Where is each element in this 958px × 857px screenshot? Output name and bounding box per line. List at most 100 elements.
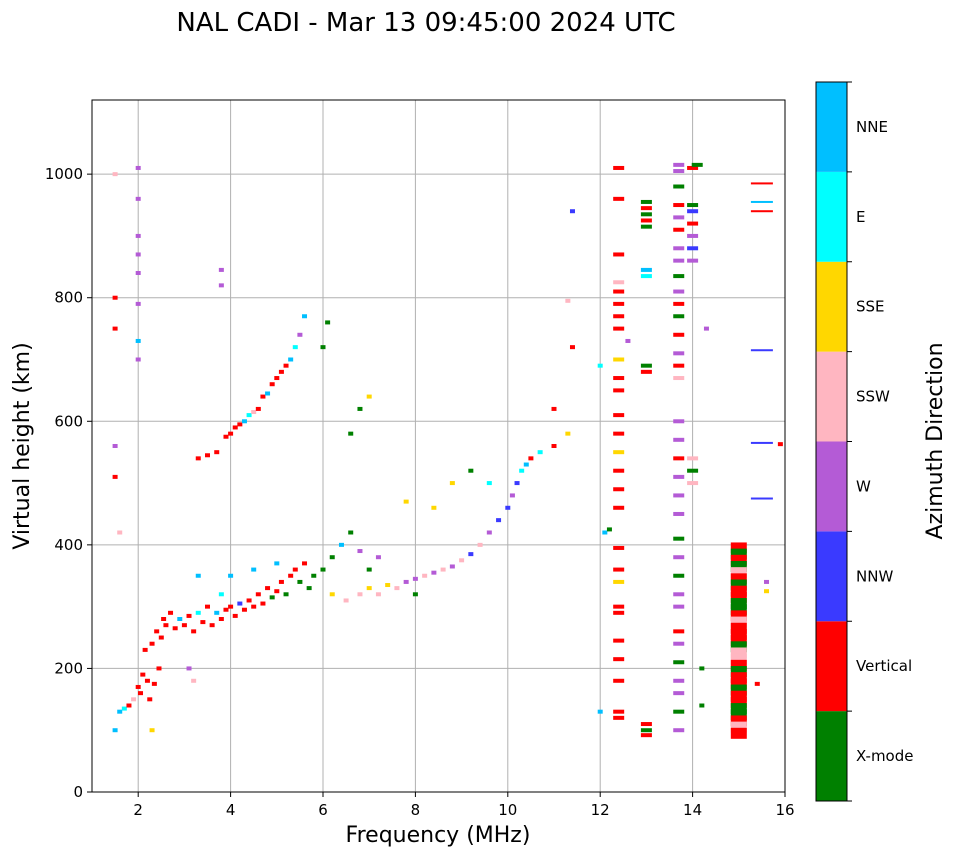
- echo-point: [687, 221, 699, 226]
- echo-point: [112, 326, 118, 331]
- echo-point: [569, 209, 575, 214]
- echo-point: [673, 376, 685, 381]
- y-axis-ticks: 0 200 400 600 800 1000: [45, 165, 92, 801]
- echo-point: [673, 301, 685, 306]
- echo-point: [687, 468, 699, 473]
- echo-point: [265, 391, 271, 396]
- echo-point: [673, 678, 685, 683]
- echo-point: [730, 610, 747, 622]
- echo-point: [519, 468, 525, 473]
- echo-point: [673, 691, 685, 696]
- echo-point: [613, 252, 625, 257]
- colorbar-label: Vertical: [856, 657, 912, 675]
- y-tick-label: 1000: [45, 165, 83, 183]
- echo-point: [673, 332, 685, 337]
- y-axis-label: Virtual height (km): [10, 342, 35, 549]
- echo-point: [200, 620, 206, 625]
- echo-point: [606, 527, 612, 532]
- echo-point: [357, 592, 363, 597]
- colorbar-segment: [816, 351, 847, 442]
- echo-point: [730, 548, 747, 560]
- echo-point: [348, 431, 354, 436]
- echo-point: [673, 203, 685, 208]
- echo-point: [366, 394, 372, 399]
- echo-point: [730, 672, 747, 684]
- x-tick-label: 14: [683, 801, 702, 819]
- echo-point: [459, 558, 465, 563]
- echo-point: [613, 165, 625, 170]
- echo-point: [730, 567, 747, 579]
- echo-point: [691, 162, 703, 167]
- echo-point: [496, 518, 502, 523]
- echo-point: [486, 481, 492, 486]
- echo-point: [673, 511, 685, 516]
- echo-point: [144, 678, 150, 683]
- echo-point: [730, 684, 747, 696]
- echo-point: [673, 419, 685, 424]
- echo-point: [613, 326, 625, 331]
- colorbar-frame: [815, 81, 848, 802]
- echo-point: [468, 468, 474, 473]
- echo-point: [514, 481, 520, 486]
- x-tick-label: 4: [226, 801, 236, 819]
- echo-point: [687, 456, 699, 461]
- echo-point: [750, 497, 773, 500]
- echo-point: [730, 579, 747, 591]
- echo-point: [343, 598, 349, 603]
- echo-point: [673, 258, 685, 263]
- echo-point: [135, 684, 141, 689]
- echo-point: [357, 549, 363, 554]
- echo-point: [730, 641, 747, 653]
- echo-point: [730, 703, 747, 715]
- echo-point: [640, 199, 652, 204]
- echo-point: [274, 561, 280, 566]
- echo-point: [151, 681, 157, 686]
- echo-point: [673, 314, 685, 319]
- echo-point: [673, 227, 685, 232]
- echo-point: [673, 573, 685, 578]
- echo-point: [613, 610, 625, 615]
- echo-point: [640, 212, 652, 217]
- echo-point: [218, 267, 224, 272]
- echo-point: [673, 555, 685, 560]
- echo-point: [385, 583, 391, 588]
- echo-point: [265, 586, 271, 591]
- echo-point: [730, 560, 747, 572]
- echo-point: [730, 709, 747, 721]
- echo-point: [320, 567, 326, 572]
- echo-point: [172, 626, 178, 631]
- echo-point: [177, 617, 183, 621]
- echo-point: [613, 468, 625, 473]
- echo-point: [278, 369, 284, 374]
- echo-point: [764, 589, 770, 594]
- echo-point: [449, 481, 455, 486]
- echo-point: [754, 681, 760, 686]
- grid-lines: [92, 100, 785, 792]
- echo-point: [640, 224, 652, 229]
- echo-point: [357, 406, 363, 411]
- echo-point: [537, 450, 543, 455]
- colorbar-label: SSW: [856, 388, 890, 406]
- echo-point: [149, 641, 155, 646]
- echo-point: [673, 215, 685, 220]
- x-tick-label: 8: [411, 801, 421, 819]
- echo-point: [687, 165, 699, 170]
- echo-point: [338, 542, 344, 547]
- echo-point: [142, 647, 148, 652]
- echo-point: [260, 394, 266, 399]
- echo-point: [613, 388, 625, 393]
- echo-point: [278, 579, 284, 584]
- echo-point: [565, 298, 571, 303]
- echo-point: [613, 314, 625, 319]
- echo-point: [673, 456, 685, 461]
- echo-point: [640, 728, 652, 733]
- colorbar-segment: [816, 531, 847, 622]
- x-axis-label: Frequency (MHz): [346, 823, 531, 848]
- echo-point: [640, 274, 652, 279]
- echo-point: [613, 280, 625, 285]
- echo-point: [366, 567, 372, 572]
- echo-point: [730, 666, 747, 678]
- echo-point: [288, 357, 294, 362]
- echo-point: [673, 363, 685, 368]
- echo-point: [640, 206, 652, 211]
